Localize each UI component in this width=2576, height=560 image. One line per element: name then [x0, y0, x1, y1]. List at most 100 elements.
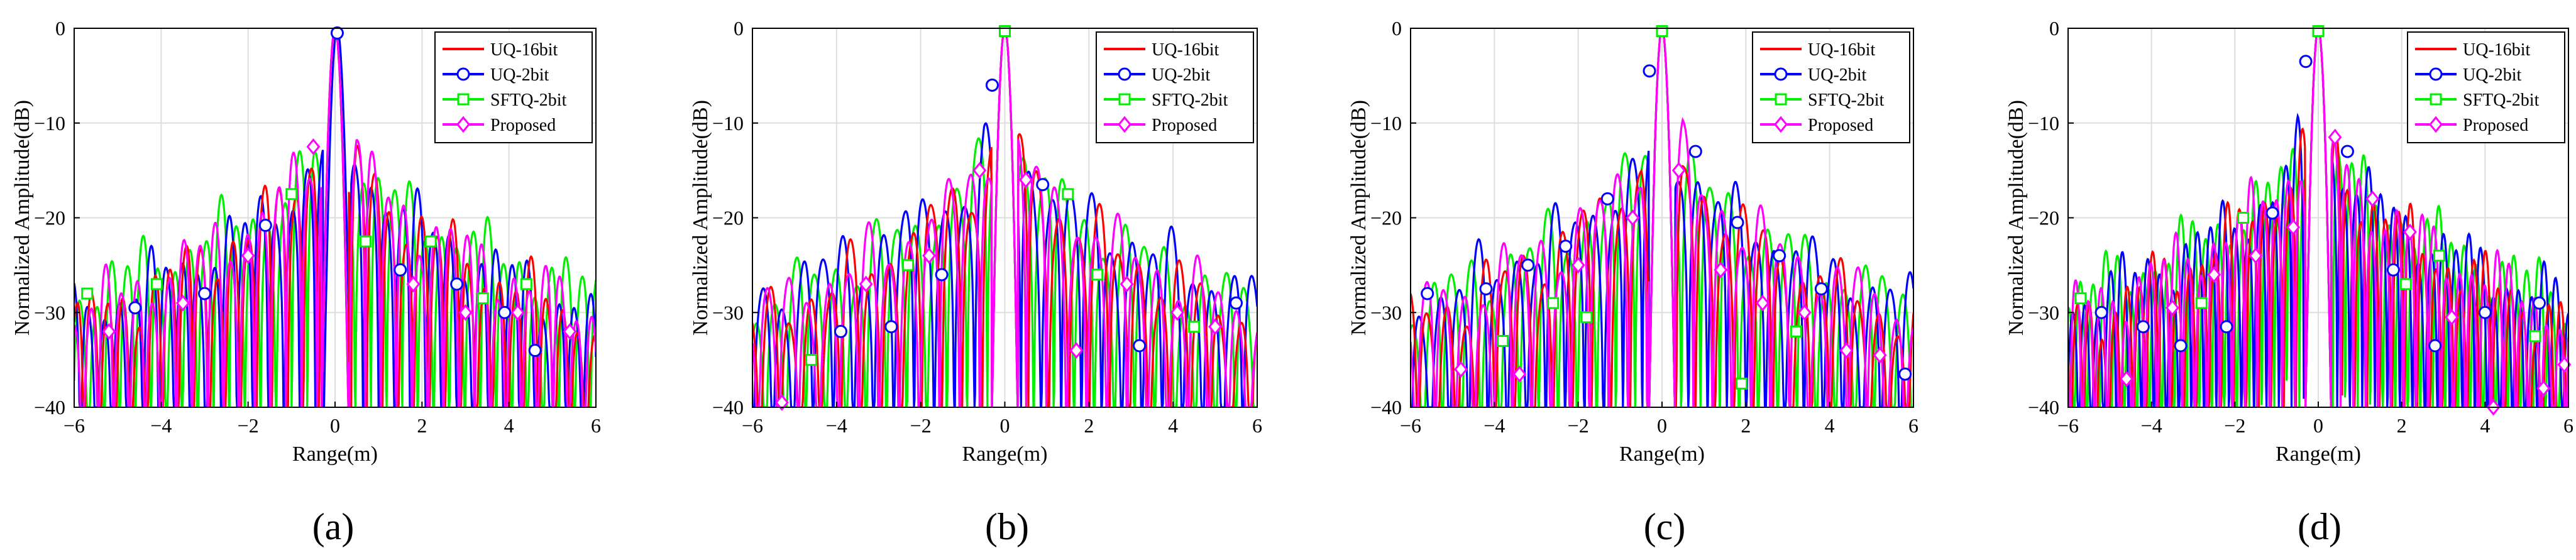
legend-marker-circle	[2429, 67, 2443, 81]
legend-label: SFTQ-2bit	[490, 91, 567, 110]
marker-uq-2bit	[2299, 55, 2313, 69]
marker-sftq-2bit	[359, 235, 372, 248]
marker-proposed	[1571, 256, 1585, 274]
marker-proposed	[1714, 261, 1728, 278]
y-tick-label: −20	[34, 207, 65, 229]
x-tick-label: −4	[150, 414, 172, 437]
marker-uq-2bit	[2428, 339, 2442, 353]
legend-marker-circle	[456, 67, 470, 81]
legend-marker-square	[1118, 93, 1131, 106]
marker-uq-2bit	[2094, 305, 2108, 319]
marker-uq-2bit	[1133, 339, 1147, 353]
x-tick-label: 4	[504, 414, 514, 437]
marker-uq-2bit	[2478, 305, 2492, 319]
legend-marker-square	[1775, 93, 1787, 106]
marker-proposed	[2403, 223, 2417, 241]
marker-sftq-2bit	[1790, 325, 1802, 338]
marker-uq-2bit	[1643, 64, 1656, 78]
panel-label: (c)	[1644, 506, 1686, 547]
marker-sftq-2bit	[2237, 212, 2250, 224]
x-tick-label: 0	[1657, 414, 1667, 437]
legend-marker-diamond	[2429, 116, 2443, 133]
marker-proposed	[2286, 219, 2301, 236]
panel-label: (d)	[2298, 506, 2342, 547]
y-tick-label: 0	[1392, 17, 1402, 40]
marker-proposed	[1873, 346, 1887, 364]
legend: UQ-16bit UQ-2bit SFTQ-2bit Proposed	[434, 31, 593, 143]
marker-sftq-2bit	[902, 259, 915, 272]
y-tick-label: −40	[2028, 396, 2059, 419]
marker-sftq-2bit	[1091, 268, 1104, 281]
marker-proposed	[1756, 294, 1770, 312]
y-tick-label: −20	[712, 207, 744, 229]
marker-uq-2bit	[1898, 367, 1912, 381]
marker-proposed	[1170, 304, 1184, 321]
y-tick-label: −40	[34, 396, 65, 419]
y-tick-label: −30	[1370, 301, 1402, 324]
marker-proposed	[563, 323, 577, 340]
legend-label: SFTQ-2bit	[2463, 91, 2540, 110]
legend-marker-circle	[1774, 67, 1788, 81]
marker-uq-2bit	[985, 78, 999, 92]
x-tick-label: −6	[1400, 414, 1421, 437]
legend-marker-diamond	[1118, 116, 1131, 133]
legend-marker-diamond	[456, 116, 470, 133]
legend-label: Proposed	[1808, 116, 1873, 135]
marker-proposed	[1069, 342, 1084, 359]
legend-label: UQ-16bit	[2463, 40, 2531, 60]
marker-sftq-2bit	[2195, 297, 2208, 309]
marker-sftq-2bit	[1062, 188, 1074, 200]
marker-uq-2bit	[2174, 339, 2188, 353]
x-tick-label: 6	[2563, 414, 2573, 437]
x-tick-label: −2	[2224, 414, 2245, 437]
marker-uq-2bit	[884, 320, 898, 334]
marker-sftq-2bit	[1656, 25, 1668, 38]
y-tick-label: −40	[712, 396, 744, 419]
legend-marker-circle	[1118, 67, 1131, 81]
legend-label: Proposed	[1152, 116, 1217, 135]
marker-uq-2bit	[198, 287, 211, 300]
x-tick-label: −4	[826, 414, 847, 437]
marker-uq-2bit	[258, 219, 272, 233]
legend-label: UQ-2bit	[1152, 65, 1211, 85]
marker-proposed	[859, 275, 873, 293]
x-tick-label: 2	[1741, 414, 1751, 437]
x-tick-label: 4	[2480, 414, 2490, 437]
x-tick-label: 6	[1908, 414, 1918, 437]
marker-sftq-2bit	[476, 292, 489, 305]
marker-sftq-2bit	[1580, 311, 1593, 324]
marker-sftq-2bit	[424, 235, 437, 248]
chart-panel-c: −6 −4 −2 0 2 4 60−10−20−30−40Range(m)Normalize…	[1347, 17, 1918, 547]
marker-proposed	[2119, 370, 2133, 388]
marker-sftq-2bit	[2529, 330, 2541, 343]
x-tick-label: 0	[1000, 414, 1010, 437]
x-tick-label: 6	[591, 414, 601, 437]
marker-uq-2bit	[1421, 287, 1434, 300]
y-tick-label: −30	[2028, 301, 2059, 324]
marker-uq-2bit	[528, 344, 542, 358]
marker-sftq-2bit	[285, 188, 298, 200]
y-tick-label: 0	[2049, 17, 2059, 40]
marker-proposed	[102, 323, 116, 340]
marker-proposed	[774, 394, 789, 411]
x-tick-label: 6	[1252, 414, 1262, 437]
marker-uq-2bit	[1688, 145, 1702, 158]
marker-proposed	[1454, 361, 1468, 378]
marker-proposed	[2248, 247, 2263, 265]
marker-uq-2bit	[1814, 282, 1828, 296]
y-tick-label: 0	[55, 17, 65, 40]
marker-proposed	[2207, 266, 2221, 283]
marker-uq-2bit	[1230, 296, 1243, 310]
panel-label: (b)	[985, 506, 1029, 547]
x-tick-label: −6	[63, 414, 85, 437]
x-tick-label: −4	[1483, 414, 1505, 437]
marker-sftq-2bit	[1736, 377, 1748, 390]
marker-uq-2bit	[834, 324, 848, 338]
legend-marker-square	[2430, 93, 2442, 106]
marker-proposed	[2328, 128, 2342, 146]
marker-uq-2bit	[1036, 178, 1050, 192]
marker-proposed	[458, 304, 473, 321]
marker-proposed	[2165, 299, 2179, 317]
marker-proposed	[972, 162, 987, 179]
marker-uq-2bit	[394, 263, 407, 277]
